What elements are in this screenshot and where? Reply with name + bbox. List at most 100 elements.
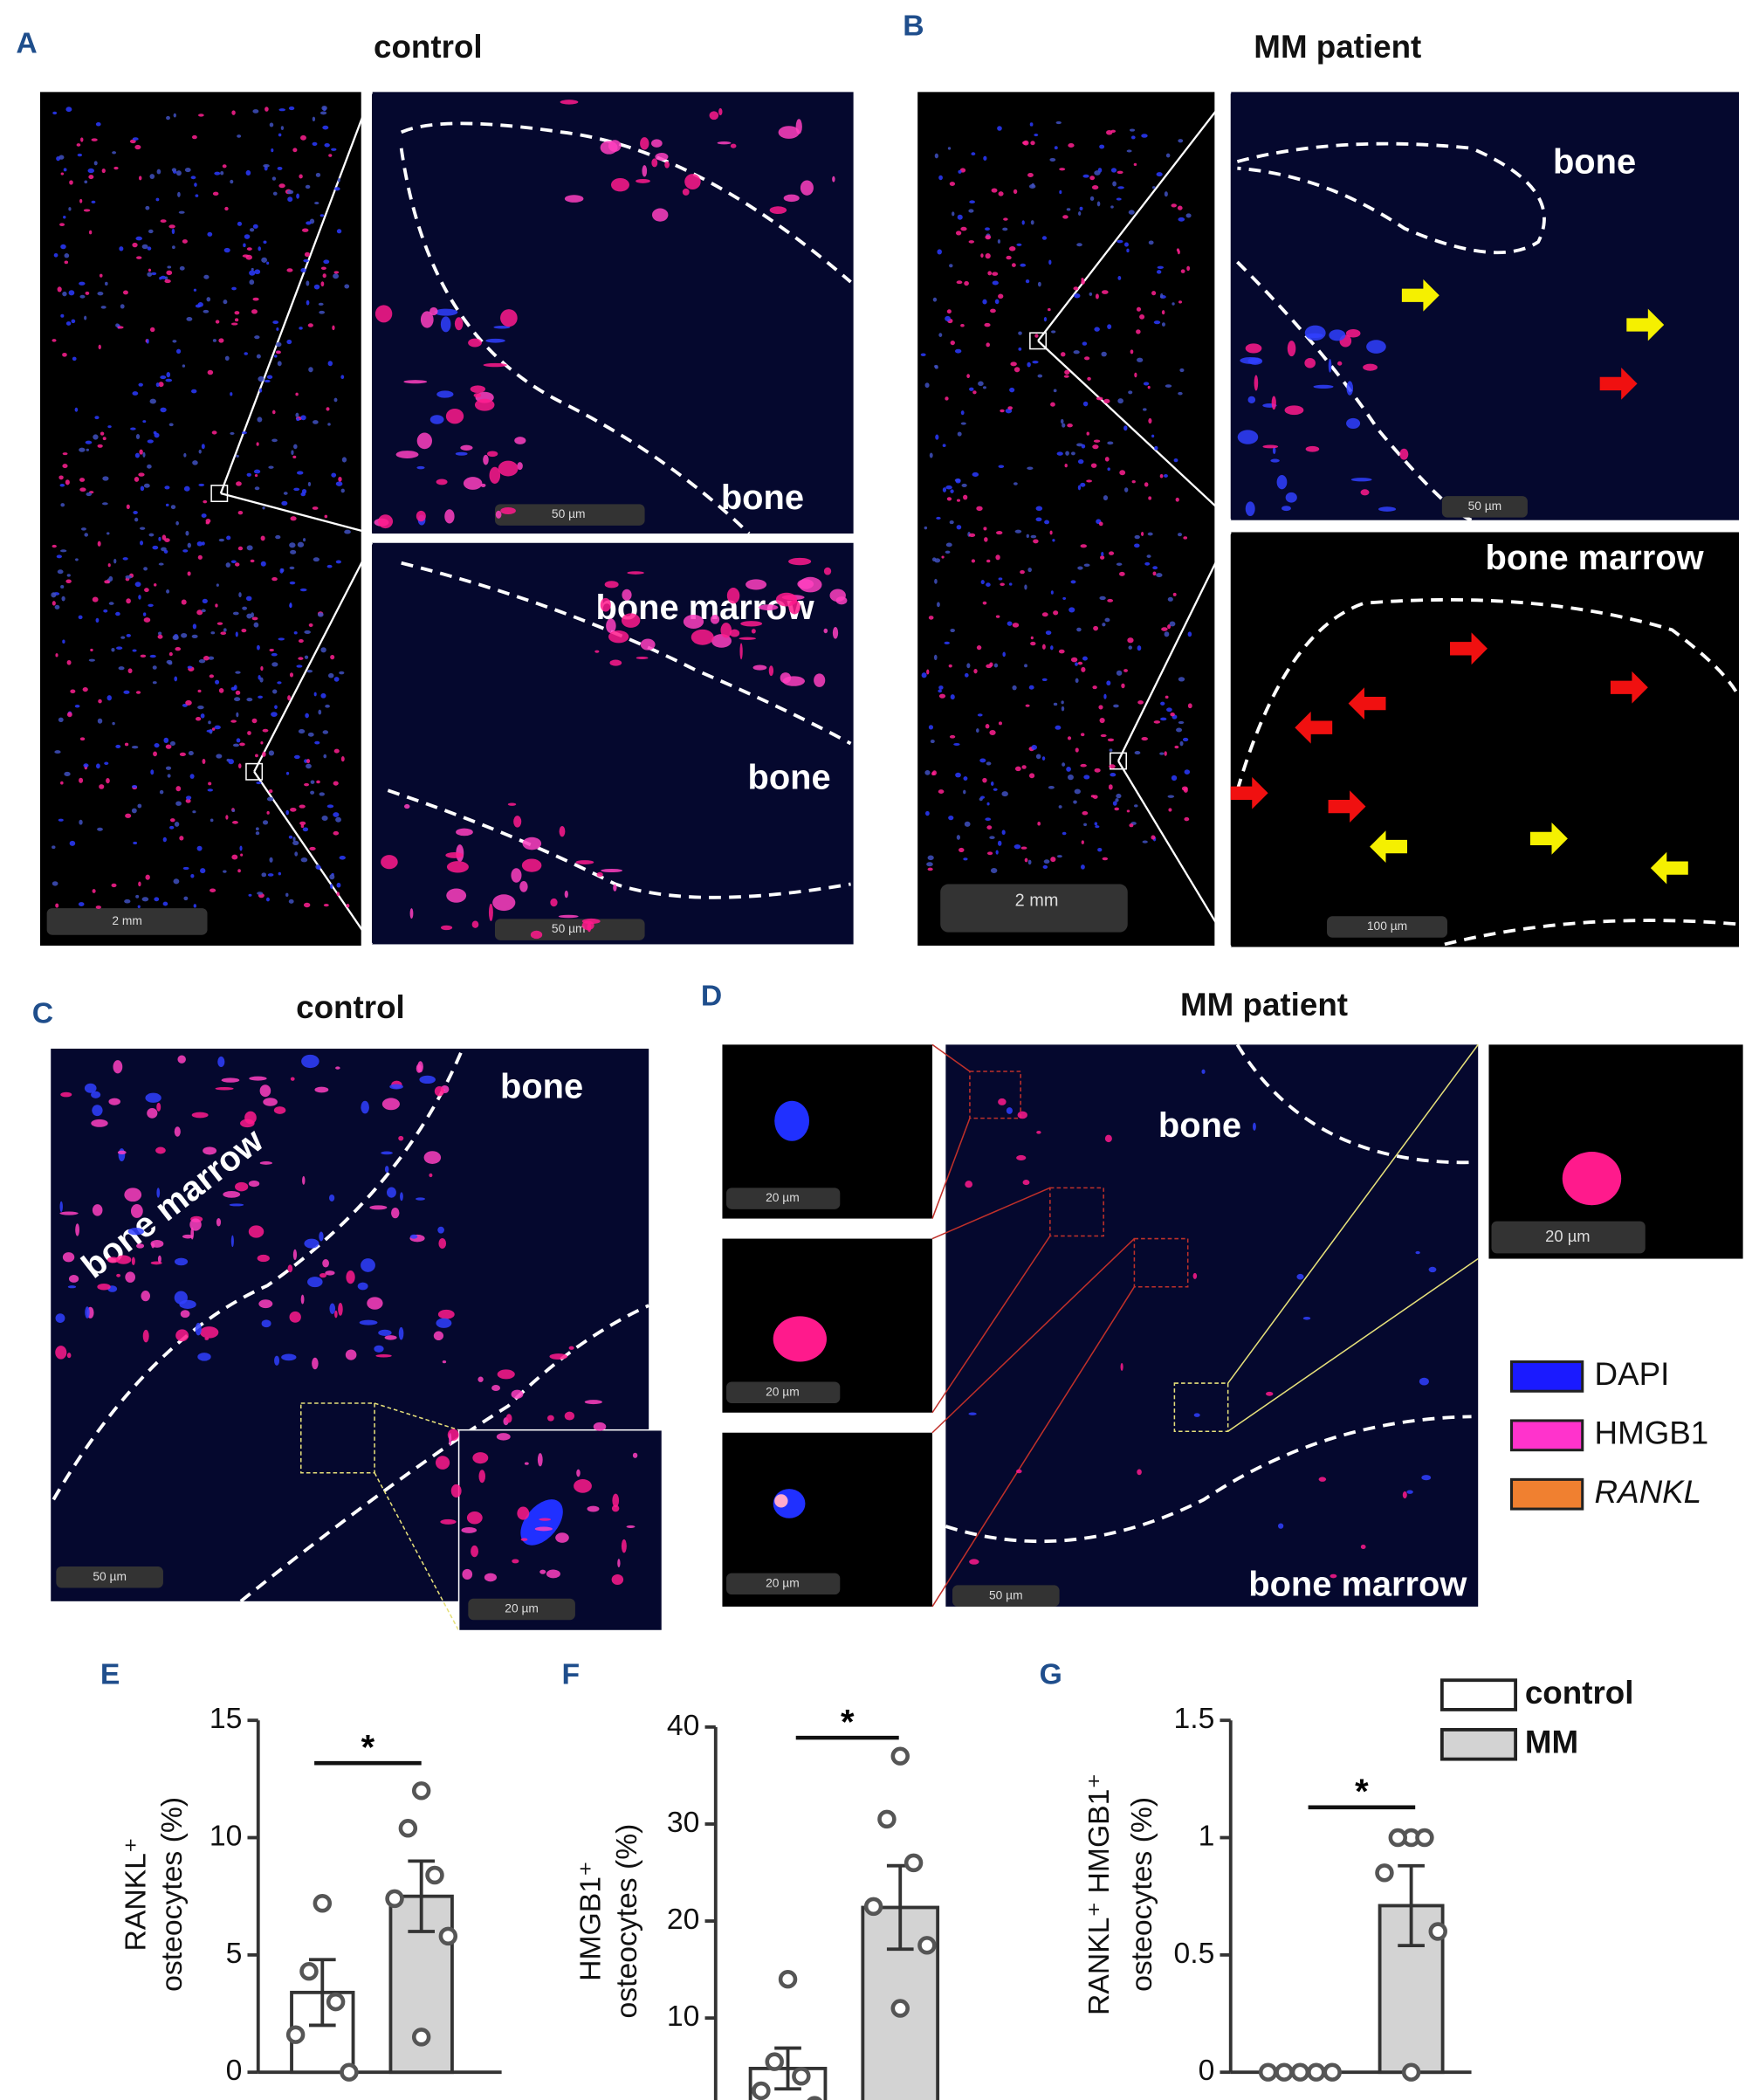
cell <box>124 899 131 904</box>
cell <box>56 554 62 559</box>
cell <box>315 172 321 177</box>
cell <box>138 176 142 181</box>
cell <box>344 284 350 289</box>
cell <box>276 327 279 331</box>
cell <box>409 908 414 919</box>
cell <box>983 527 987 531</box>
cell <box>1152 571 1157 576</box>
cell <box>59 483 65 487</box>
cell <box>1148 417 1152 424</box>
cell <box>238 763 242 769</box>
cell <box>391 1207 400 1219</box>
cell <box>1176 727 1183 733</box>
cell <box>1027 361 1031 368</box>
cell <box>1050 402 1055 407</box>
cell <box>82 686 88 692</box>
cell <box>151 272 157 276</box>
cell <box>261 872 267 878</box>
cell <box>1062 762 1066 767</box>
cell <box>259 677 264 683</box>
cell <box>1151 186 1156 189</box>
cell <box>1166 707 1172 713</box>
cell <box>107 563 111 568</box>
cell <box>438 1237 447 1249</box>
cell <box>314 202 320 205</box>
cell <box>229 1203 244 1207</box>
cell <box>97 718 103 724</box>
cell <box>1059 189 1062 195</box>
cell <box>84 1083 97 1093</box>
cell <box>478 1470 486 1484</box>
cell <box>683 614 704 630</box>
cell <box>1157 265 1164 270</box>
cell <box>1092 685 1097 690</box>
cell <box>241 431 247 435</box>
cell <box>218 688 224 693</box>
cell <box>956 280 963 285</box>
cell <box>1018 331 1022 335</box>
cell <box>299 174 303 179</box>
cell <box>136 256 142 259</box>
cell <box>473 393 482 398</box>
data-point <box>425 1865 444 1885</box>
cell <box>172 635 179 641</box>
cell <box>957 214 963 220</box>
cell <box>335 1066 340 1070</box>
cell <box>1110 773 1117 777</box>
cell <box>310 790 315 795</box>
cell <box>1073 286 1079 291</box>
cell <box>1119 571 1125 576</box>
cell <box>1067 736 1072 740</box>
cell <box>197 705 204 710</box>
cell <box>269 648 274 652</box>
cell <box>174 1291 188 1305</box>
cell <box>208 656 215 660</box>
cell <box>191 1112 209 1119</box>
cell <box>162 837 167 843</box>
cell <box>168 661 173 665</box>
legend-swatch <box>1439 1678 1518 1711</box>
cell <box>103 609 108 613</box>
cell <box>152 545 159 550</box>
cell <box>998 1098 1007 1105</box>
cell <box>985 235 992 240</box>
cell <box>55 653 58 658</box>
cell <box>1304 357 1316 368</box>
cell <box>1067 423 1073 428</box>
cell <box>331 148 337 151</box>
micrograph <box>1230 532 1740 947</box>
cell <box>156 1188 161 1198</box>
cell <box>141 897 149 902</box>
cell <box>106 532 110 535</box>
cell <box>1174 745 1179 749</box>
region-label: bone <box>721 479 804 517</box>
cell <box>310 780 315 784</box>
cell <box>1014 766 1021 772</box>
cell <box>308 623 313 628</box>
cell <box>1184 769 1191 775</box>
cell <box>91 138 98 141</box>
cell <box>564 1411 575 1421</box>
cell <box>184 168 191 173</box>
y-axis-label: osteocytes (%) <box>610 1824 643 2019</box>
cell <box>1107 324 1112 330</box>
cell <box>296 193 299 199</box>
cell <box>980 580 985 585</box>
cell <box>1328 358 1332 373</box>
cell <box>1140 532 1144 536</box>
cell <box>293 754 300 760</box>
cell <box>155 197 160 202</box>
cell <box>281 500 288 506</box>
cell <box>1076 243 1082 247</box>
cell <box>1146 554 1151 558</box>
cell <box>101 168 106 174</box>
cell <box>263 163 270 168</box>
cell <box>267 873 274 877</box>
cell <box>1087 376 1091 381</box>
cell <box>52 544 57 548</box>
cell <box>327 672 334 678</box>
cell <box>280 126 285 130</box>
cell <box>92 889 96 893</box>
